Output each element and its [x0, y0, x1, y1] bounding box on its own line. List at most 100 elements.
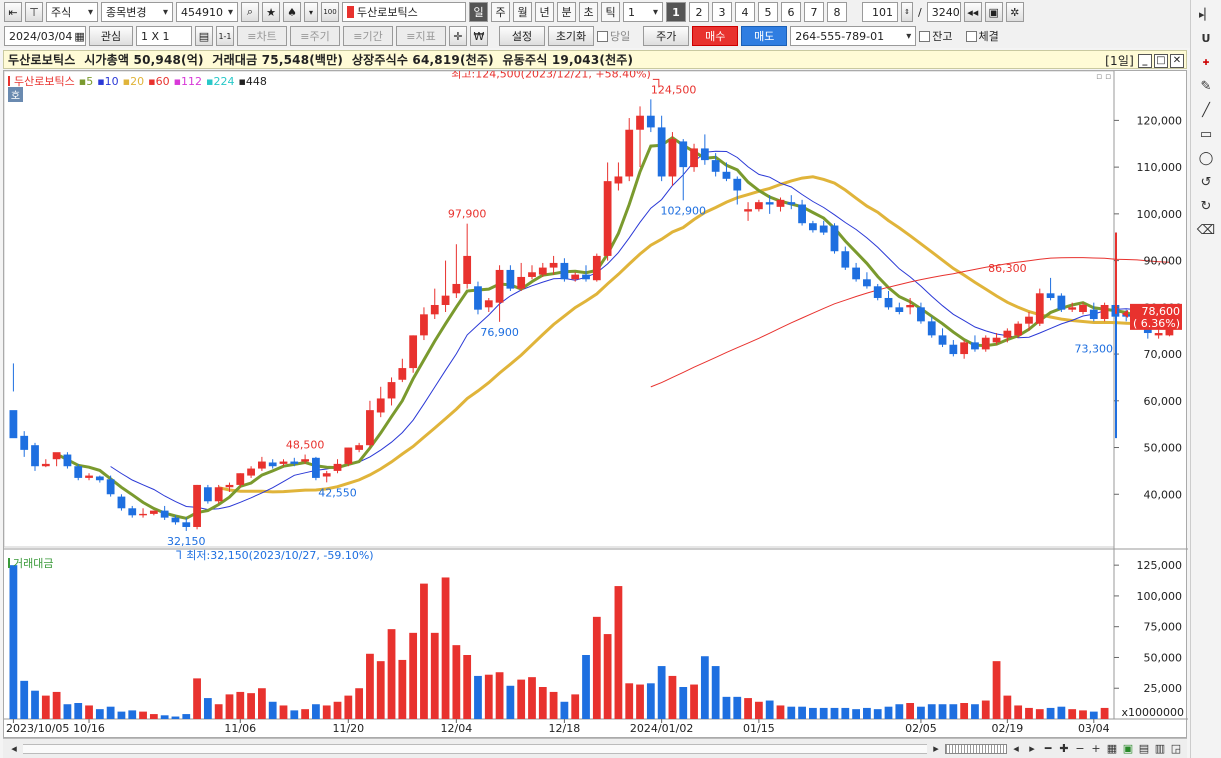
chart-num-3[interactable]: 3 [712, 2, 732, 22]
buy-button[interactable]: 매수 [692, 26, 739, 46]
table-view-icon[interactable]: ▦ [1106, 742, 1118, 755]
volume-legend-label[interactable]: 거래대금 [13, 557, 54, 570]
period-count-select[interactable]: 1 [623, 2, 663, 22]
grid-100-icon[interactable]: 100 [321, 2, 339, 22]
layout-small-button[interactable]: 1-1 [216, 26, 234, 46]
resize-icon[interactable]: ◲ [1170, 742, 1182, 755]
tab-price[interactable]: ≡주기 [290, 26, 340, 46]
legend-ma-10[interactable]: ▪10 [97, 74, 119, 88]
prev-screen-icon[interactable]: ⇤ [4, 2, 22, 22]
spin-icon[interactable]: ⇕ [901, 2, 913, 22]
search-icon[interactable]: ⌕ [241, 2, 259, 22]
reset-button[interactable]: 초기화 [548, 26, 594, 46]
chart-num-5[interactable]: 5 [758, 2, 778, 22]
calendar-icon[interactable]: ▦ [74, 29, 85, 43]
star-icon[interactable]: ★ [262, 2, 280, 22]
chart-num-8[interactable]: 8 [827, 2, 847, 22]
print-icon[interactable]: ▥ [1154, 742, 1166, 755]
rectangle-icon[interactable]: ▭ [1199, 126, 1213, 142]
zoom-out-small-icon[interactable]: − [1075, 742, 1085, 755]
legend-ma-112[interactable]: ▪112 [173, 74, 203, 88]
legend-ma-448[interactable]: ▪448 [238, 74, 267, 88]
legend-ma-224[interactable]: ▪224 [206, 74, 235, 88]
setting-button[interactable]: 설정 [499, 26, 545, 46]
chart-num-1[interactable]: 1 [666, 2, 686, 22]
x-tick-label: 2024/01/02 [630, 722, 693, 735]
user-icon[interactable]: U [1201, 31, 1211, 45]
horizontal-scrollbar[interactable] [23, 743, 927, 754]
line-icon[interactable]: ╱ [1202, 102, 1210, 118]
maximize-icon[interactable]: □ [1154, 53, 1168, 68]
account-select[interactable]: 264-555-789-01 [790, 26, 917, 46]
save-icon[interactable]: ▣ [984, 2, 1003, 22]
eraser-icon[interactable]: ⌫ [1196, 222, 1216, 238]
balance-checkbox[interactable]: 잔고 [919, 28, 953, 44]
minimize-icon[interactable]: _ [1138, 53, 1152, 68]
legend-ma-20[interactable]: ▪20 [122, 74, 145, 88]
arrow-down-icon[interactable]: ▾ [304, 2, 318, 22]
play-right-icon[interactable]: ▸ [1029, 742, 1035, 755]
save-disk-icon[interactable]: ▤ [1138, 742, 1150, 755]
volume-bar [74, 703, 83, 719]
tool-icon[interactable]: ✚ [1202, 57, 1210, 67]
legend-ma-5[interactable]: ▪5 [78, 74, 94, 88]
chart-num-4[interactable]: 4 [735, 2, 755, 22]
layout-select[interactable]: 1 X 1 [136, 26, 192, 46]
stock-name-field[interactable]: 두산로보틱스 [342, 2, 466, 22]
gear-icon[interactable]: ✲ [1005, 2, 1024, 22]
count-input[interactable]: 101 [862, 2, 898, 22]
date-input[interactable]: 2024/03/04 ▦ [4, 26, 86, 46]
change-stock-select[interactable]: 종목변경 [101, 2, 173, 22]
tab-period[interactable]: ≡기간 [343, 26, 393, 46]
today-checkbox[interactable]: 당일 [597, 28, 630, 44]
legend-stock-name[interactable]: 두산로보틱스 [14, 75, 75, 88]
execution-check-box[interactable] [965, 30, 977, 42]
zoom-in-icon[interactable]: ✚ [1059, 742, 1069, 755]
period-month[interactable]: 월 [513, 2, 532, 22]
volume-bar [646, 683, 655, 719]
interest-button[interactable]: 관심 [89, 26, 133, 46]
play-left-icon[interactable]: ◂ [1013, 742, 1019, 755]
period-week[interactable]: 주 [491, 2, 510, 22]
close-icon[interactable]: ✕ [1170, 53, 1184, 68]
quote-button[interactable]: 호 [8, 87, 23, 102]
sell-button[interactable]: 매도 [741, 26, 788, 46]
scroll-left-icon[interactable]: ◂ [11, 742, 17, 755]
chart-num-7[interactable]: 7 [804, 2, 824, 22]
won-icon[interactable]: ₩ [470, 26, 488, 46]
execution-checkbox[interactable]: 체결 [965, 28, 999, 44]
redo-icon[interactable]: ↻ [1200, 198, 1212, 214]
period-year[interactable]: 년 [535, 2, 554, 22]
period-second[interactable]: 초 [579, 2, 598, 22]
tab-chart[interactable]: ≡차트 [237, 26, 287, 46]
zoom-slider[interactable] [945, 743, 1007, 754]
chart-area[interactable]: 40,00050,00060,00070,00080,00090,000100,… [3, 70, 1188, 739]
panel-resize-icons[interactable]: ▫ ▫ [1096, 72, 1112, 82]
pin-icon[interactable]: ⊤ [25, 2, 43, 22]
stock-code-input[interactable]: 454910 [176, 2, 238, 22]
price-chart[interactable]: 40,00050,00060,00070,00080,00090,000100,… [4, 71, 1188, 739]
today-check-box[interactable] [597, 30, 608, 42]
undo-icon[interactable]: ↺ [1200, 174, 1212, 190]
table-icon[interactable]: ▤ [195, 26, 213, 46]
spade-menu-icon[interactable]: ♠ [283, 2, 301, 22]
chart-num-6[interactable]: 6 [781, 2, 801, 22]
period-day[interactable]: 일 [469, 2, 488, 22]
pen-icon[interactable]: ✎ [1200, 78, 1212, 94]
period-tick[interactable]: 틱 [601, 2, 620, 22]
tab-index[interactable]: ≡지표 [396, 26, 446, 46]
excel-icon[interactable]: ▣ [1122, 742, 1134, 755]
balance-check-box[interactable] [919, 30, 931, 42]
market-select[interactable]: 주식 [46, 2, 98, 22]
scroll-right-icon[interactable]: ▸ [933, 742, 939, 755]
crosshair-icon[interactable]: ✛ [449, 26, 467, 46]
scroll-left-icon[interactable]: ◂◂ [963, 2, 982, 22]
price-select-button[interactable]: 주가 [643, 26, 690, 46]
chart-num-2[interactable]: 2 [689, 2, 709, 22]
circle-icon[interactable]: ◯ [1198, 150, 1214, 166]
zoom-out-icon[interactable]: ━ [1044, 742, 1052, 755]
period-minute[interactable]: 분 [557, 2, 576, 22]
zoom-in-small-icon[interactable]: + [1091, 742, 1101, 755]
legend-ma-60[interactable]: ▪60 [148, 74, 170, 88]
panel-toggle-icon[interactable]: ▸▏ [1199, 7, 1213, 21]
